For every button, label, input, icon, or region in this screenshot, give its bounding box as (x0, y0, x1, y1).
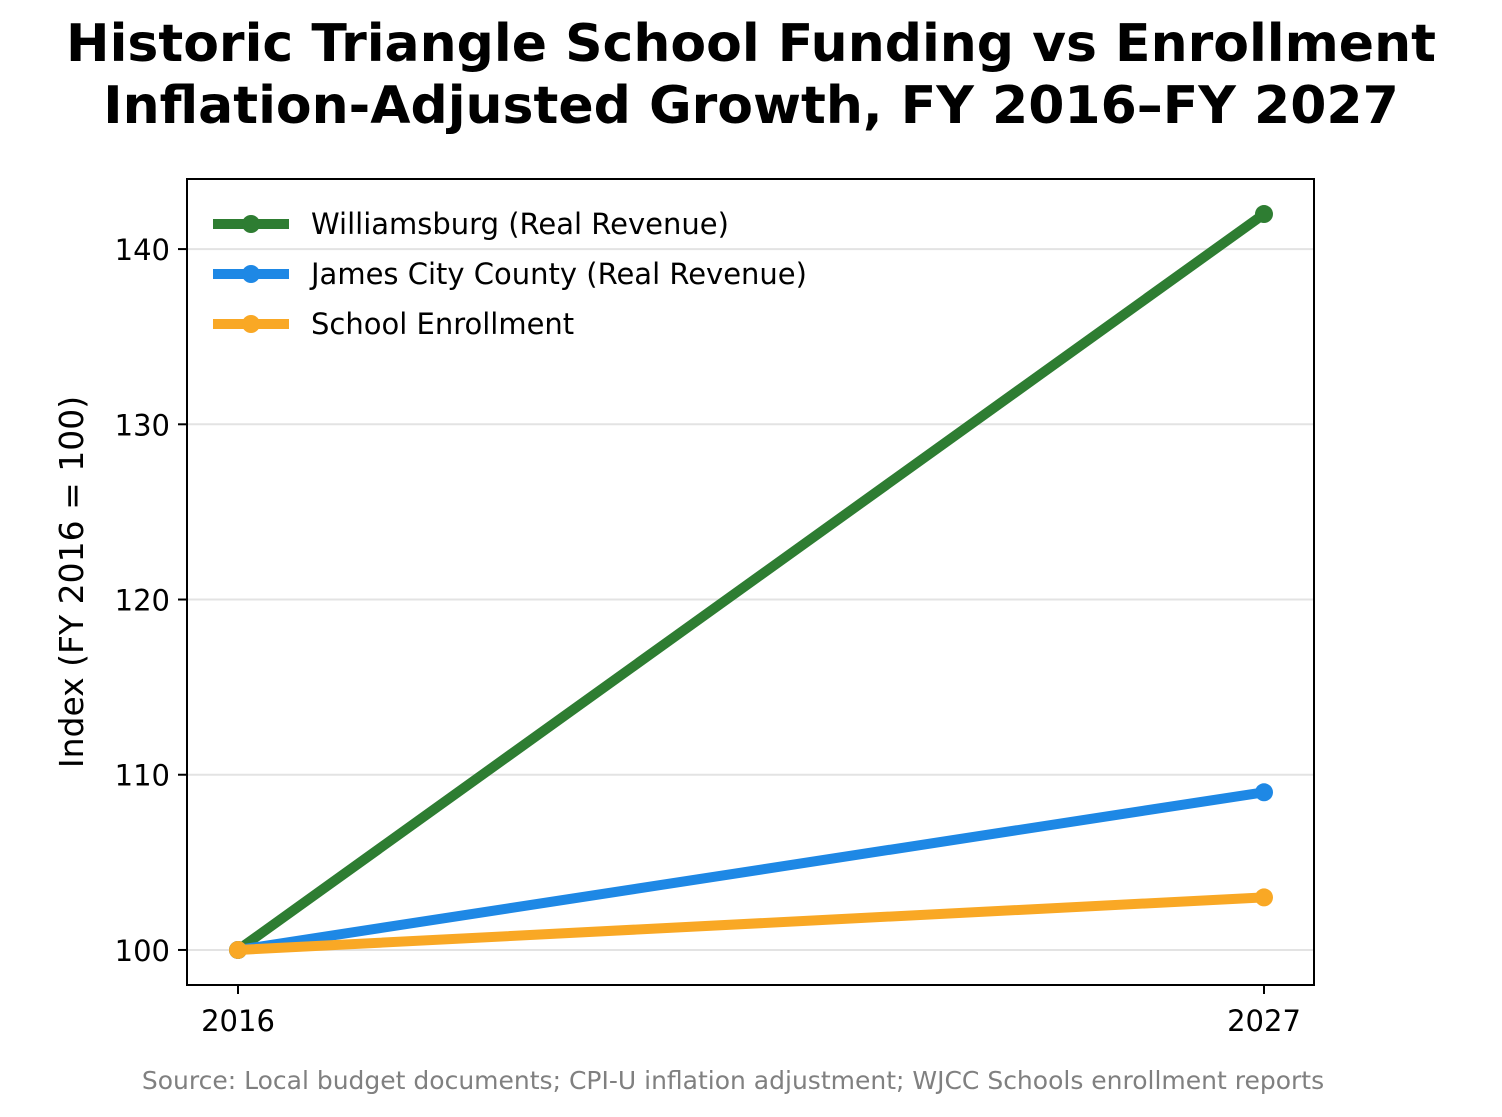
y-tick-label-130: 130 (115, 408, 170, 442)
plot-area-frame (186, 178, 1315, 986)
y-tick-label-110: 110 (115, 759, 170, 793)
legend-label-0: Williamsburg (Real Revenue) (311, 207, 729, 241)
series-line-1 (233, 787, 1269, 955)
series-line-2 (233, 892, 1269, 955)
grid-lines (187, 248, 1314, 951)
x-tick-label-2027: 2027 (1227, 1004, 1301, 1038)
series-1-point-1 (1255, 783, 1273, 802)
y-tick-label-120: 120 (115, 584, 170, 618)
axes: 100 110 120 130 140 2016 2027 (115, 233, 1301, 1038)
legend-label-1: James City County (Real Revenue) (309, 257, 807, 291)
legend: Williamsburg (Real Revenue) James City Co… (213, 207, 807, 341)
y-axis-label: Index (FY 2016 = 100) (52, 396, 91, 768)
chart-title-line-1: Historic Triangle School Funding vs Enro… (66, 14, 1436, 74)
series-2-point-0 (229, 940, 247, 959)
legend-label-2: School Enrollment (311, 307, 574, 341)
y-tick-label-100: 100 (115, 934, 170, 968)
legend-marker-2 (242, 315, 260, 333)
series-2-point-1 (1255, 888, 1273, 907)
legend-marker-1 (242, 265, 260, 283)
x-tick-label-2016: 2016 (201, 1004, 275, 1038)
chart-title-line-2: Inflation-Adjusted Growth, FY 2016–FY 20… (103, 76, 1399, 136)
series-0-point-1 (1255, 205, 1273, 224)
y-tick-label-140: 140 (115, 233, 170, 267)
legend-marker-0 (242, 215, 260, 233)
series-layer (229, 205, 1273, 959)
source-note: Source: Local budget documents; CPI-U in… (141, 1066, 1325, 1095)
series-line-0 (233, 209, 1269, 955)
